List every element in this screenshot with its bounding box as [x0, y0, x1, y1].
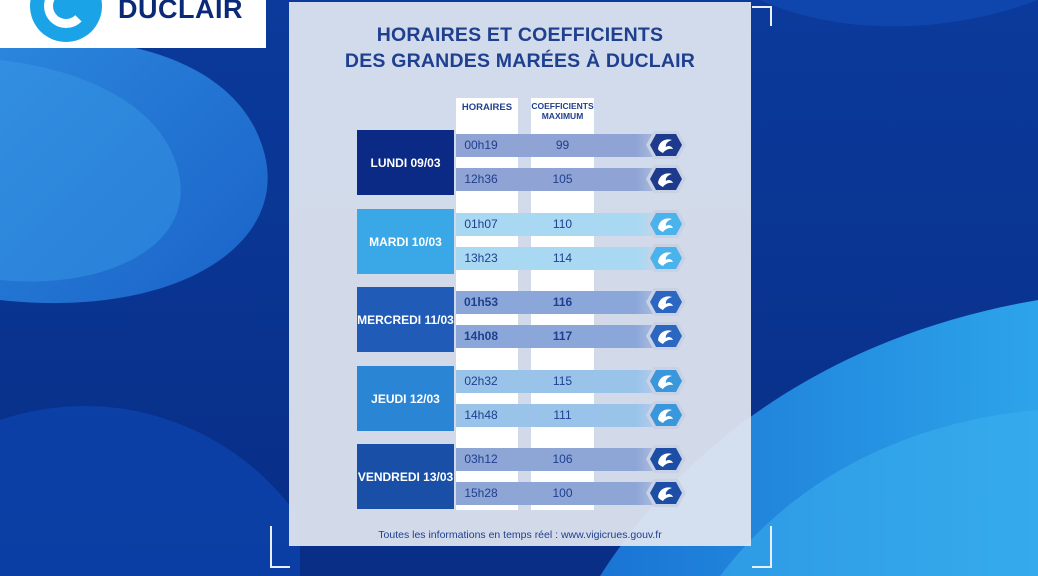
- tide-card: HORAIRES ET COEFFICIENTS DES GRANDES MAR…: [289, 2, 751, 546]
- tide-time: 00h19: [464, 138, 498, 152]
- day-label: MARDI 10/03: [357, 209, 454, 274]
- times-header: HORAIRES: [461, 102, 513, 113]
- tide-time: 15h28: [464, 486, 498, 500]
- tide-row-band: [456, 325, 681, 348]
- logo-text: DUCLAIR: [118, 0, 243, 24]
- day-label: VENDREDI 13/03: [357, 444, 454, 509]
- tide-time: 14h48: [464, 408, 498, 422]
- wave-icon: [645, 400, 687, 430]
- coefficients-header-line-2: MAXIMUM: [541, 111, 584, 121]
- coefficients-header-line-1: COEFFICIENTS: [531, 101, 594, 111]
- tide-row-band: [456, 370, 681, 393]
- tide-coefficient: 106: [552, 452, 573, 466]
- frame-corner-bottom-left: [270, 526, 290, 568]
- tide-time: 01h53: [463, 295, 499, 309]
- tide-coefficient: 116: [552, 295, 573, 309]
- tide-coefficient: 100: [552, 486, 573, 500]
- day-label: LUNDI 09/03: [357, 130, 454, 195]
- title-line-2: DES GRANDES MARÉES À DUCLAIR: [344, 50, 696, 72]
- tide-coefficient: 111: [553, 408, 572, 422]
- tide-row-band: [456, 291, 681, 314]
- tide-row-band: [456, 213, 681, 236]
- wave-icon: [645, 321, 687, 351]
- tide-coefficient: 110: [552, 217, 573, 231]
- wave-icon: [645, 209, 687, 239]
- wave-icon: [645, 366, 687, 396]
- tide-time: 13h23: [464, 251, 498, 265]
- tide-coefficient: 117: [552, 329, 573, 343]
- coefficients-header: COEFFICIENTS MAXIMUM: [527, 101, 598, 121]
- day-label: JEUDI 12/03: [357, 366, 454, 431]
- tide-time: 03h12: [464, 452, 498, 466]
- tide-coefficient: 99: [555, 138, 570, 152]
- tide-time: 01h07: [464, 217, 498, 231]
- tide-row-band: [456, 404, 681, 427]
- tide-row-band: [456, 482, 681, 505]
- frame-corner-top-right: [752, 6, 772, 26]
- wave-icon: [645, 287, 687, 317]
- tide-time: 12h36: [464, 172, 498, 186]
- wave-icon: [645, 164, 687, 194]
- wave-icon: [645, 130, 687, 160]
- tide-row-band: [456, 168, 681, 191]
- logo-c-icon: [44, 0, 88, 28]
- tide-time: 02h32: [464, 374, 498, 388]
- footer-note: Toutes les informations en temps réel : …: [378, 529, 662, 541]
- tide-coefficient: 114: [552, 251, 573, 265]
- title-line-1: HORAIRES ET COEFFICIENTS: [376, 24, 664, 46]
- wave-icon: [645, 444, 687, 474]
- wave-icon: [645, 243, 687, 273]
- tide-row-band: [456, 247, 681, 270]
- tide-time: 14h08: [463, 329, 499, 343]
- tide-coefficient: 115: [552, 374, 573, 388]
- day-label: MERCREDI 11/03: [357, 287, 454, 352]
- tide-coefficient: 105: [552, 172, 573, 186]
- tide-row-band: [456, 134, 681, 157]
- frame-corner-bottom-right: [752, 526, 772, 568]
- logo-header: DUCLAIR: [0, 0, 266, 48]
- tide-row-band: [456, 448, 681, 471]
- wave-icon: [645, 478, 687, 508]
